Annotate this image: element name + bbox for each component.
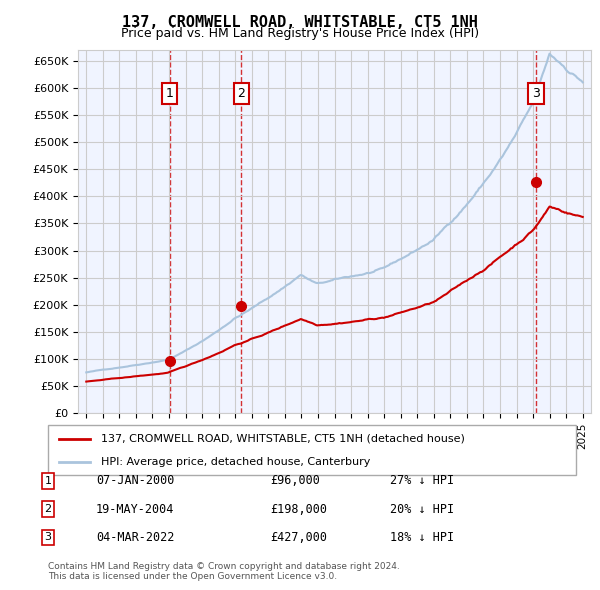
Text: 137, CROMWELL ROAD, WHITSTABLE, CT5 1NH (detached house): 137, CROMWELL ROAD, WHITSTABLE, CT5 1NH …	[101, 434, 464, 444]
Text: 04-MAR-2022: 04-MAR-2022	[96, 531, 175, 544]
Text: HPI: Average price, detached house, Canterbury: HPI: Average price, detached house, Cant…	[101, 457, 370, 467]
Text: 1: 1	[44, 476, 52, 486]
FancyBboxPatch shape	[48, 425, 576, 475]
Text: Price paid vs. HM Land Registry's House Price Index (HPI): Price paid vs. HM Land Registry's House …	[121, 27, 479, 40]
Text: 3: 3	[44, 533, 52, 542]
Text: 2: 2	[238, 87, 245, 100]
Text: 1: 1	[166, 87, 173, 100]
Text: 27% ↓ HPI: 27% ↓ HPI	[390, 474, 454, 487]
Text: 137, CROMWELL ROAD, WHITSTABLE, CT5 1NH: 137, CROMWELL ROAD, WHITSTABLE, CT5 1NH	[122, 15, 478, 30]
Text: £427,000: £427,000	[270, 531, 327, 544]
Text: 19-MAY-2004: 19-MAY-2004	[96, 503, 175, 516]
Text: Contains HM Land Registry data © Crown copyright and database right 2024.
This d: Contains HM Land Registry data © Crown c…	[48, 562, 400, 581]
Text: 2: 2	[44, 504, 52, 514]
Text: £198,000: £198,000	[270, 503, 327, 516]
Text: 3: 3	[532, 87, 540, 100]
Text: 07-JAN-2000: 07-JAN-2000	[96, 474, 175, 487]
Text: £96,000: £96,000	[270, 474, 320, 487]
Text: 20% ↓ HPI: 20% ↓ HPI	[390, 503, 454, 516]
Text: 18% ↓ HPI: 18% ↓ HPI	[390, 531, 454, 544]
